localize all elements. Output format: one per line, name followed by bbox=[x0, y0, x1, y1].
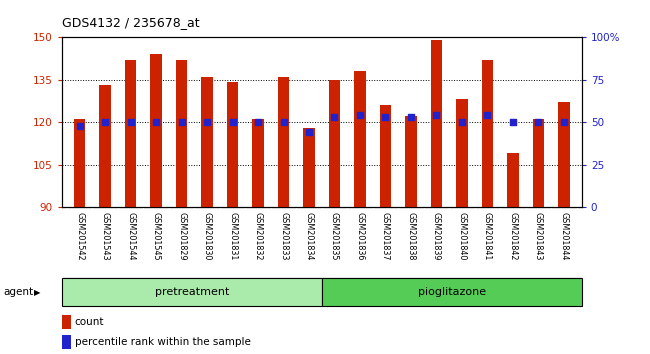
Point bbox=[74, 123, 85, 129]
Bar bbox=[405, 116, 417, 207]
Bar bbox=[252, 119, 264, 207]
Bar bbox=[558, 102, 569, 207]
Text: GSM201839: GSM201839 bbox=[432, 212, 441, 261]
Text: GSM201542: GSM201542 bbox=[75, 212, 84, 261]
Point bbox=[406, 114, 416, 120]
Bar bbox=[62, 315, 71, 329]
Point bbox=[380, 114, 391, 120]
Point bbox=[355, 113, 365, 118]
Point bbox=[151, 119, 161, 125]
Text: GSM201837: GSM201837 bbox=[381, 212, 390, 261]
Bar bbox=[62, 278, 322, 306]
Bar bbox=[176, 60, 187, 207]
Text: GSM201840: GSM201840 bbox=[458, 212, 467, 261]
Text: GSM201844: GSM201844 bbox=[560, 212, 568, 261]
Bar bbox=[380, 105, 391, 207]
Point bbox=[253, 119, 263, 125]
Text: GSM201838: GSM201838 bbox=[406, 212, 415, 261]
Text: GSM201831: GSM201831 bbox=[228, 212, 237, 261]
Text: GSM201543: GSM201543 bbox=[101, 212, 110, 261]
Text: GDS4132 / 235678_at: GDS4132 / 235678_at bbox=[62, 16, 200, 29]
Point bbox=[125, 119, 136, 125]
Text: GSM201841: GSM201841 bbox=[483, 212, 492, 261]
Bar bbox=[304, 128, 315, 207]
Bar bbox=[322, 278, 582, 306]
Bar bbox=[227, 82, 239, 207]
Text: GSM201835: GSM201835 bbox=[330, 212, 339, 261]
Point bbox=[278, 119, 289, 125]
Text: pretreatment: pretreatment bbox=[155, 287, 229, 297]
Point bbox=[330, 114, 340, 120]
Bar bbox=[62, 335, 71, 348]
Point bbox=[202, 119, 213, 125]
Point bbox=[533, 119, 543, 125]
Bar bbox=[278, 77, 289, 207]
Point bbox=[482, 113, 493, 118]
Text: GSM201833: GSM201833 bbox=[279, 212, 288, 261]
Text: pioglitazone: pioglitazone bbox=[418, 287, 486, 297]
Bar bbox=[99, 85, 111, 207]
Point bbox=[559, 119, 569, 125]
Text: GSM201842: GSM201842 bbox=[508, 212, 517, 261]
Point bbox=[431, 113, 441, 118]
Bar bbox=[125, 60, 136, 207]
Point bbox=[227, 119, 238, 125]
Bar bbox=[456, 99, 468, 207]
Point bbox=[304, 130, 314, 135]
Bar bbox=[74, 119, 85, 207]
Text: ▶: ▶ bbox=[34, 287, 40, 297]
Text: GSM201829: GSM201829 bbox=[177, 212, 186, 261]
Bar bbox=[150, 54, 162, 207]
Text: count: count bbox=[75, 318, 104, 327]
Text: GSM201830: GSM201830 bbox=[203, 212, 211, 261]
Text: GSM201545: GSM201545 bbox=[151, 212, 161, 261]
Point bbox=[508, 119, 518, 125]
Text: GSM201544: GSM201544 bbox=[126, 212, 135, 261]
Point bbox=[457, 119, 467, 125]
Bar bbox=[202, 77, 213, 207]
Bar bbox=[431, 40, 442, 207]
Bar bbox=[533, 119, 544, 207]
Text: GSM201843: GSM201843 bbox=[534, 212, 543, 261]
Text: percentile rank within the sample: percentile rank within the sample bbox=[75, 337, 251, 347]
Point bbox=[100, 119, 110, 125]
Bar bbox=[354, 71, 366, 207]
Bar bbox=[482, 60, 493, 207]
Text: GSM201836: GSM201836 bbox=[356, 212, 365, 261]
Text: GSM201834: GSM201834 bbox=[304, 212, 313, 261]
Text: agent: agent bbox=[3, 287, 33, 297]
Bar bbox=[329, 80, 340, 207]
Bar bbox=[507, 153, 519, 207]
Text: GSM201832: GSM201832 bbox=[254, 212, 263, 261]
Point bbox=[176, 119, 187, 125]
